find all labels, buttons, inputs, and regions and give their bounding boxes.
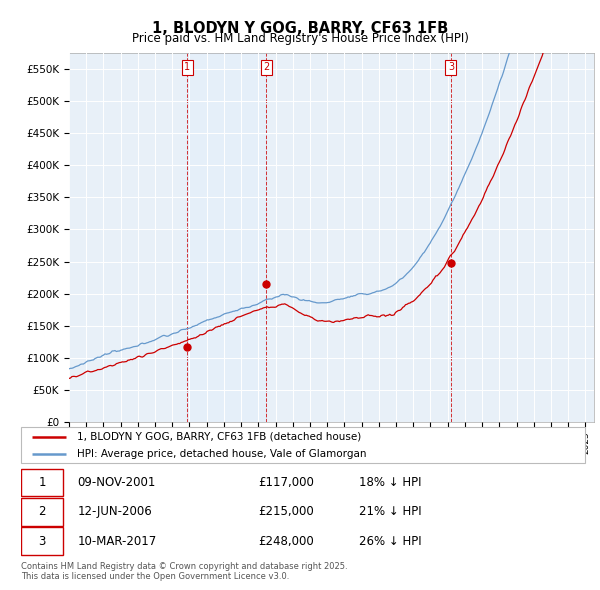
Text: 1, BLODYN Y GOG, BARRY, CF63 1FB: 1, BLODYN Y GOG, BARRY, CF63 1FB xyxy=(152,21,448,35)
Text: 10-MAR-2017: 10-MAR-2017 xyxy=(77,535,157,548)
Text: £215,000: £215,000 xyxy=(258,505,314,519)
Text: 1: 1 xyxy=(38,476,46,489)
Text: Contains HM Land Registry data © Crown copyright and database right 2025.
This d: Contains HM Land Registry data © Crown c… xyxy=(21,562,347,581)
FancyBboxPatch shape xyxy=(21,498,64,526)
Text: 3: 3 xyxy=(38,535,46,548)
Text: £117,000: £117,000 xyxy=(258,476,314,489)
Text: £248,000: £248,000 xyxy=(258,535,314,548)
Text: 21% ↓ HPI: 21% ↓ HPI xyxy=(359,505,422,519)
Text: 12-JUN-2006: 12-JUN-2006 xyxy=(77,505,152,519)
FancyBboxPatch shape xyxy=(21,427,585,463)
Text: HPI: Average price, detached house, Vale of Glamorgan: HPI: Average price, detached house, Vale… xyxy=(77,449,367,459)
FancyBboxPatch shape xyxy=(21,469,64,496)
Text: 1, BLODYN Y GOG, BARRY, CF63 1FB (detached house): 1, BLODYN Y GOG, BARRY, CF63 1FB (detach… xyxy=(77,432,362,442)
Text: 3: 3 xyxy=(448,62,454,72)
Text: 2: 2 xyxy=(38,505,46,519)
Text: 2: 2 xyxy=(263,62,269,72)
Bar xyxy=(187,53,266,422)
Text: 1: 1 xyxy=(184,62,190,72)
FancyBboxPatch shape xyxy=(21,527,64,555)
Text: 09-NOV-2001: 09-NOV-2001 xyxy=(77,476,156,489)
Text: Price paid vs. HM Land Registry's House Price Index (HPI): Price paid vs. HM Land Registry's House … xyxy=(131,32,469,45)
Text: 26% ↓ HPI: 26% ↓ HPI xyxy=(359,535,422,548)
Text: 18% ↓ HPI: 18% ↓ HPI xyxy=(359,476,422,489)
